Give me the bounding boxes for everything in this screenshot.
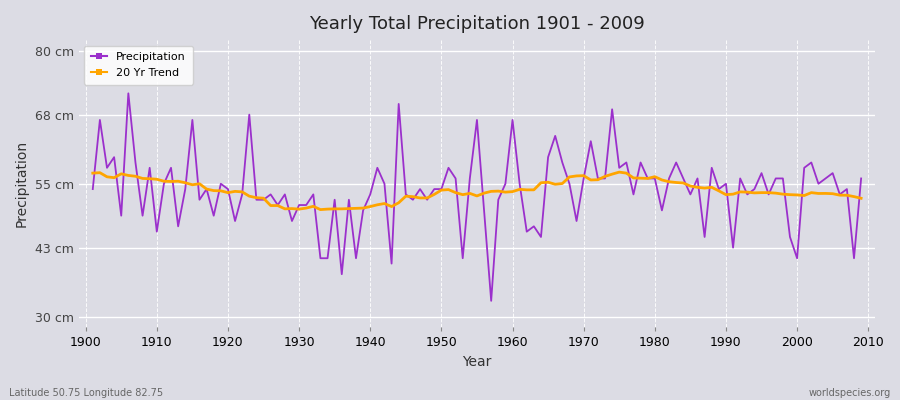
Title: Yearly Total Precipitation 1901 - 2009: Yearly Total Precipitation 1901 - 2009 [309, 15, 644, 33]
Text: worldspecies.org: worldspecies.org [809, 388, 891, 398]
Text: Latitude 50.75 Longitude 82.75: Latitude 50.75 Longitude 82.75 [9, 388, 163, 398]
Legend: Precipitation, 20 Yr Trend: Precipitation, 20 Yr Trend [84, 46, 193, 84]
X-axis label: Year: Year [463, 355, 491, 369]
Y-axis label: Precipitation: Precipitation [15, 140, 29, 227]
